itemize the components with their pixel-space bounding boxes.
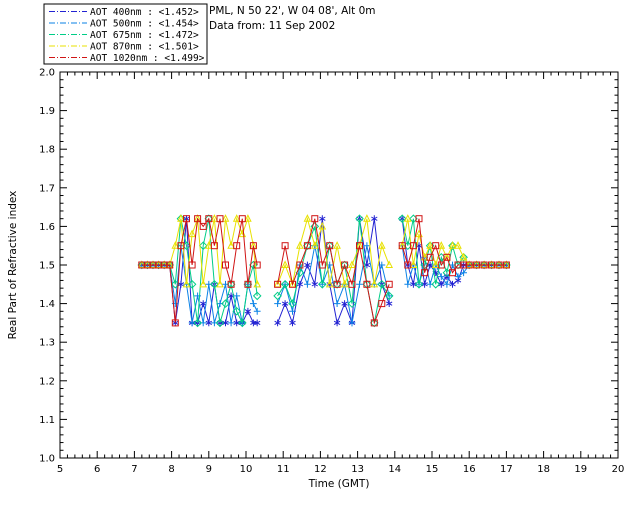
x-tick-label: 8 — [168, 464, 174, 475]
y-tick-label: 1.0 — [39, 454, 55, 465]
legend-label-500nm: AOT 500nm : <1.454> — [90, 19, 199, 30]
x-tick-label: 7 — [131, 464, 137, 475]
x-tick-label: 9 — [206, 464, 212, 475]
y-tick-label: 1.8 — [39, 145, 55, 156]
y-tick-label: 1.1 — [39, 415, 55, 426]
date-line: Data from: 11 Sep 2002 — [209, 20, 336, 32]
legend-label-1020nm: AOT 1020nm : <1.499> — [90, 53, 205, 64]
x-tick-label: 10 — [240, 464, 253, 475]
y-tick-label: 1.2 — [39, 376, 55, 387]
x-tick-label: 13 — [351, 464, 364, 475]
y-tick-label: 1.5 — [39, 261, 55, 272]
x-tick-label: 17 — [500, 464, 513, 475]
y-axis-label: Real Part of Refractive index — [7, 191, 19, 340]
legend-label-400nm: AOT 400nm : <1.452> — [90, 7, 199, 18]
x-tick-label: 5 — [57, 464, 63, 475]
y-tick-label: 1.6 — [39, 222, 55, 233]
station-info: PML, N 50 22', W 04 08', Alt 0m Data fro… — [209, 4, 376, 34]
x-tick-label: 18 — [537, 464, 550, 475]
y-tick-label: 1.7 — [39, 183, 55, 194]
axis-ticks — [59, 71, 619, 459]
y-tick-label: 1.9 — [39, 106, 55, 117]
x-tick-label: 19 — [574, 464, 587, 475]
x-tick-label: 14 — [388, 464, 401, 475]
x-tick-label: 12 — [314, 464, 327, 475]
series-1020nm — [138, 215, 510, 327]
x-tick-label: 15 — [426, 464, 439, 475]
station-line: PML, N 50 22', W 04 08', Alt 0m — [209, 5, 376, 17]
x-axis-label: Time (GMT) — [308, 478, 370, 490]
series-500nm — [138, 242, 510, 327]
x-tick-label: 11 — [277, 464, 290, 475]
legend-label-870nm: AOT 870nm : <1.501> — [90, 42, 199, 53]
legend-label-675nm: AOT 675nm : <1.472> — [90, 30, 199, 41]
x-tick-label: 6 — [94, 464, 100, 475]
x-tick-label: 20 — [612, 464, 625, 475]
legend: AOT 400nm : <1.452>AOT 500nm : <1.454>AO… — [43, 3, 208, 65]
x-tick-label: 16 — [463, 464, 476, 475]
y-tick-label: 1.4 — [39, 299, 55, 310]
y-tick-label: 2.0 — [39, 68, 55, 79]
y-tick-label: 1.3 — [39, 338, 55, 349]
